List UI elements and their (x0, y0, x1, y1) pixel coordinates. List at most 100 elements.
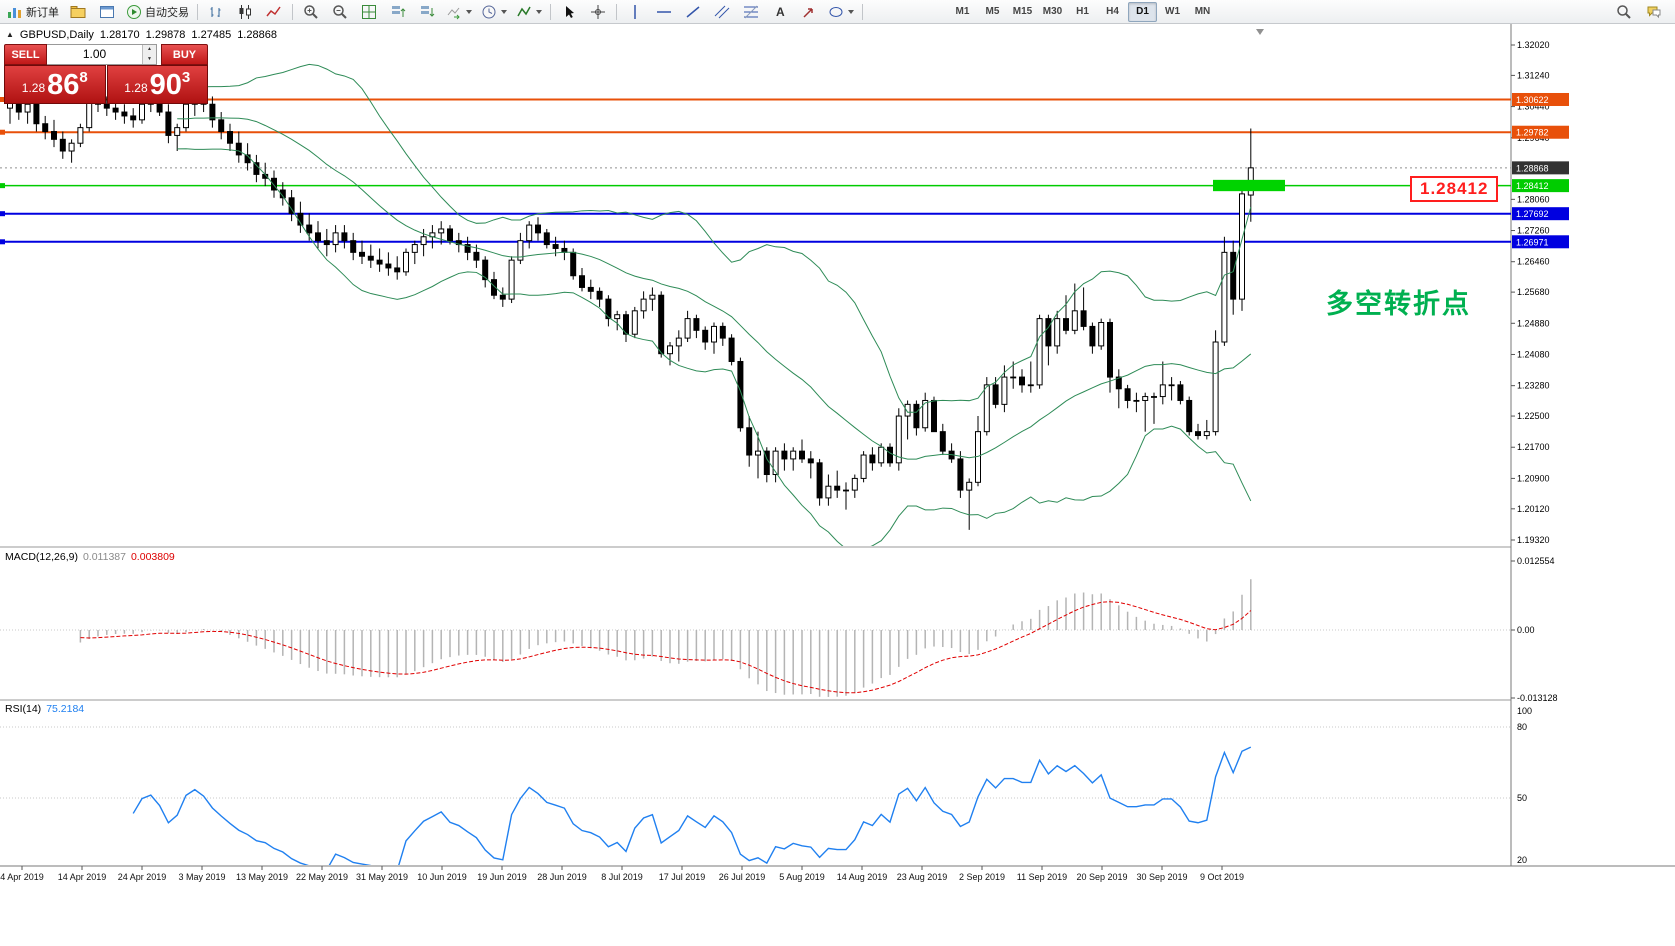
arrange-down-button[interactable] (413, 1, 441, 23)
arrange-down-icon (419, 4, 435, 20)
auto-scroll-icon (446, 4, 462, 20)
panel-separators (0, 24, 1675, 867)
text-icon: A (772, 4, 788, 20)
bollinger-upper-line (177, 63, 1252, 413)
period-button[interactable] (477, 1, 511, 23)
date-label: 19 Jun 2019 (477, 872, 527, 882)
cursor-button[interactable] (555, 1, 583, 23)
vertical-line-button[interactable] (621, 1, 649, 23)
auto-trading-button[interactable]: 自动交易 (122, 1, 193, 23)
zoom-out-button[interactable] (326, 1, 354, 23)
volume-down-button[interactable]: ▼ (147, 55, 152, 62)
price-axis-label: 1.24080 (1517, 349, 1550, 359)
shapes-button[interactable] (824, 1, 858, 23)
timeframe-mn-button[interactable]: MN (1194, 6, 1211, 17)
crosshair-icon (590, 4, 606, 20)
channel-button[interactable] (708, 1, 736, 23)
new-order-button[interactable]: 新订单 (3, 1, 63, 23)
auto-scroll-button[interactable] (442, 1, 476, 23)
timeframe-h4-button[interactable]: H4 (1106, 6, 1119, 17)
crosshair-button[interactable] (584, 1, 612, 23)
chart-annotation-text[interactable]: 多空转折点 (1326, 289, 1471, 319)
level-line-anchor (0, 183, 5, 189)
date-label: 10 Jun 2019 (417, 872, 467, 882)
horizontal-line-button[interactable] (650, 1, 678, 23)
arrows-button[interactable] (795, 1, 823, 23)
timeframe-m30-button[interactable]: M30 (1042, 6, 1063, 17)
toolbar-separator (292, 3, 293, 20)
bollinger-bands (177, 63, 1252, 546)
fibonacci-icon (743, 4, 759, 20)
zoom-in-icon (303, 4, 319, 20)
price-axis-label: 1.30440 (1517, 102, 1550, 112)
chart-canvas[interactable]: 1.320201.312401.304401.296401.280601.272… (0, 24, 1675, 946)
date-label: 4 Apr 2019 (0, 872, 44, 882)
bar-chart-button[interactable] (202, 1, 230, 23)
new-order-button-label: 新订单 (26, 6, 59, 19)
price-axis-label: 1.28060 (1517, 194, 1550, 204)
macd-signal-value: 0.003809 (130, 551, 175, 563)
timeframe-m1-button[interactable]: M1 (955, 6, 970, 17)
sell-button[interactable]: SELL (4, 44, 47, 65)
chart-shift-marker[interactable] (1256, 29, 1264, 35)
timeframe-d1-button[interactable]: D1 (1128, 1, 1157, 22)
fibonacci-button[interactable] (737, 1, 765, 23)
data-window-icon (99, 4, 115, 20)
chat-button[interactable] (1640, 1, 1668, 23)
ohlc-close: 1.28868 (237, 29, 277, 41)
zoom-in-button[interactable] (297, 1, 325, 23)
chat-icon (1646, 4, 1662, 20)
tile-windows-button[interactable] (355, 1, 383, 23)
rsi-axis-label: 80 (1517, 722, 1527, 732)
data-window-button[interactable] (93, 1, 121, 23)
clock-icon (481, 4, 497, 20)
level-price-tag: 1.27692 (1516, 209, 1549, 219)
play-icon (126, 4, 142, 20)
rsi-line (132, 746, 1252, 865)
profiles-button[interactable] (64, 1, 92, 23)
level-price-tag: 1.29782 (1516, 128, 1549, 138)
search-button[interactable] (1610, 1, 1638, 23)
sell-price-pip: 8 (79, 69, 88, 86)
highlight-rectangle[interactable] (1213, 179, 1285, 192)
bollinger-lower-line (177, 148, 1252, 546)
one-click-collapse-arrow-icon[interactable]: ▲ (6, 30, 14, 39)
date-label: 26 Jul 2019 (719, 872, 766, 882)
volume-field[interactable]: 1.00 ▲ ▼ (47, 44, 157, 65)
ohlc-high: 1.29878 (145, 29, 186, 41)
trendline-button[interactable] (679, 1, 707, 23)
dropdown-caret-icon (501, 9, 507, 14)
price-axis-label: 1.21700 (1517, 442, 1550, 452)
text-button[interactable]: A (766, 1, 794, 23)
timeframe-m15-button[interactable]: M15 (1012, 6, 1033, 17)
new-order-icon (7, 4, 23, 20)
timeframe-h1-button[interactable]: H1 (1076, 6, 1089, 17)
timeframe-m5-button[interactable]: M5 (985, 6, 1000, 17)
date-label: 8 Jul 2019 (601, 872, 643, 882)
auto-trading-button-label: 自动交易 (145, 6, 189, 19)
indicators-button[interactable] (512, 1, 546, 23)
buy-price-pip: 3 (181, 69, 191, 86)
sell-price-button[interactable]: 1.28 86 8 (4, 65, 106, 104)
buy-price-button[interactable]: 1.28 90 3 (106, 65, 208, 104)
volume-up-button[interactable]: ▲ (147, 46, 152, 52)
toolbar-separator (616, 3, 617, 20)
rsi-axis-label: 20 (1517, 855, 1527, 865)
date-label: 14 Aug 2019 (837, 872, 888, 882)
sell-price-big: 86 (47, 68, 80, 101)
buy-price-prefix: 1.28 (124, 81, 148, 95)
price-axis-label: 1.27260 (1517, 226, 1550, 236)
dropdown-caret-icon (466, 9, 472, 14)
candlestick-chart-button[interactable] (231, 1, 259, 23)
rsi-name: RSI(14) (5, 703, 42, 715)
timeframe-w1-button[interactable]: W1 (1165, 6, 1180, 17)
indicators-icon (516, 4, 532, 20)
macd-axis-label: 0.00 (1517, 625, 1535, 635)
arrange-up-button[interactable] (384, 1, 412, 23)
buy-button[interactable]: BUY (161, 44, 208, 65)
svg-text:A: A (776, 5, 785, 19)
tile-windows-icon (361, 4, 377, 20)
price-alert-label[interactable]: 1.28412 (1410, 176, 1499, 202)
line-chart-button[interactable] (260, 1, 288, 23)
level-line-anchor (0, 211, 5, 217)
